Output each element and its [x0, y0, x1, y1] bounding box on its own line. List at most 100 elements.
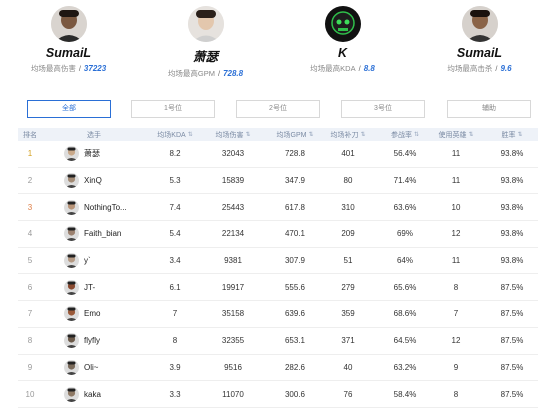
header-heroes-used[interactable]: 使用英雄 ⇅: [438, 131, 474, 139]
leader-card[interactable]: K 均场最高KDA/8.8: [274, 0, 411, 74]
tab-position-3[interactable]: 3号位: [341, 100, 425, 118]
kill-participation-cell: 63.2%: [393, 362, 417, 372]
player-cell[interactable]: flyfly: [64, 328, 144, 354]
heroes-used-cell: 12: [451, 229, 461, 239]
avatar: [461, 6, 498, 42]
player-cell[interactable]: kaka: [64, 381, 144, 407]
table-row[interactable]: 7 Emo 7 35158 639.6 359 68.6% 7 87.5%: [18, 301, 538, 328]
leader-card[interactable]: SumaiL 均场最高击杀/9.6: [411, 0, 548, 74]
player-cell[interactable]: y`: [64, 248, 144, 274]
tab-position-1[interactable]: 1号位: [131, 100, 215, 118]
damage-cell: 32355: [221, 336, 245, 346]
last-hits-cell: 51: [343, 256, 353, 266]
player-cell[interactable]: NothingTo...: [64, 194, 144, 220]
kda-cell: 3.4: [169, 256, 181, 266]
gpm-cell: 282.6: [284, 362, 306, 372]
header-last-hits[interactable]: 均场补刀 ⇅: [330, 131, 366, 139]
leader-card[interactable]: SumaiL 均场最高伤害/37223: [0, 0, 137, 74]
heroes-used-cell: 8: [453, 282, 459, 292]
table-row[interactable]: 2 XinQ 5.3 15839 347.9 80 71.4% 11 93.8%: [18, 168, 538, 195]
gpm-cell: 728.8: [284, 149, 306, 159]
leader-name: SumaiL: [45, 46, 92, 60]
player-photo-icon: [64, 306, 79, 322]
table-row[interactable]: 9 Oli~ 3.9 9516 282.6 40 63.2% 9 87.5%: [18, 355, 538, 382]
kill-participation-cell: 71.4%: [393, 176, 417, 186]
table-row[interactable]: 8 flyfly 8 32355 653.1 371 64.5% 12 87.5%: [18, 328, 538, 355]
leader-card[interactable]: 萧瑟 均场最高GPM/728.8: [137, 0, 274, 79]
rank-cell: 4: [27, 229, 33, 239]
avatar: [64, 279, 79, 295]
table-row[interactable]: 1 萧瑟 8.2 32043 728.8 401 56.4% 11 93.8%: [18, 141, 538, 168]
player-photo-icon: [64, 359, 79, 375]
table-row[interactable]: 3 NothingTo... 7.4 25443 617.8 310 63.6% 10 93.8…: [18, 194, 538, 222]
player-cell[interactable]: Faith_bian: [64, 221, 144, 247]
heroes-used-cell: 8: [453, 389, 459, 399]
winrate-cell: 87.5%: [500, 336, 524, 346]
player-cell[interactable]: 萧瑟: [64, 141, 144, 167]
kill-participation-cell: 58.4%: [393, 389, 417, 399]
avatar: [187, 6, 224, 42]
damage-cell: 32043: [221, 149, 245, 159]
player-name: Oli~: [84, 362, 99, 372]
sort-icon: ⇅: [517, 132, 523, 138]
gpm-cell: 653.1: [284, 336, 306, 346]
table-row[interactable]: 4 Faith_bian 5.4 22134 470.1 209 69% 12 93.8%: [18, 221, 538, 248]
damage-cell: 35158: [221, 309, 245, 319]
rank-cell: 8: [27, 336, 33, 346]
tab-position-2[interactable]: 2号位: [236, 100, 320, 118]
leader-stat: 均场最高KDA/8.8: [310, 64, 375, 73]
kill-participation-cell: 65.6%: [393, 282, 417, 292]
avatar: [64, 333, 79, 349]
avatar: [64, 359, 79, 375]
table-body: 1 萧瑟 8.2 32043 728.8 401 56.4% 11 93.8% 2 XinQ 5.3 1…: [18, 141, 538, 408]
gpm-cell: 300.6: [284, 389, 306, 399]
rank-cell: 2: [27, 176, 33, 186]
player-name: Emo: [84, 309, 101, 319]
sort-icon: ⇅: [360, 132, 366, 138]
tab-support[interactable]: 辅助: [447, 100, 531, 118]
winrate-cell: 93.8%: [500, 176, 524, 186]
last-hits-cell: 371: [341, 336, 355, 346]
table-row[interactable]: 6 JT- 6.1 19917 555.6 279 65.6% 8 87.5%: [18, 274, 538, 302]
table-row[interactable]: 5 y` 3.4 9381 307.9 51 64% 11 93.8%: [18, 248, 538, 275]
player-name: XinQ: [84, 176, 102, 186]
player-photo-icon: [64, 279, 79, 295]
player-name: NothingTo...: [84, 202, 127, 212]
avatar: [64, 199, 79, 215]
last-hits-cell: 279: [341, 282, 355, 292]
kill-participation-cell: 64%: [396, 256, 413, 266]
header-kill-participation[interactable]: 参战率 ⇅: [390, 131, 420, 139]
header-winrate[interactable]: 胜率 ⇅: [501, 131, 523, 139]
heroes-used-cell: 9: [453, 362, 459, 372]
header-kda[interactable]: 均场KDA ⇅: [157, 131, 193, 139]
header-damage[interactable]: 均场伤害 ⇅: [215, 131, 251, 139]
sort-icon: ⇅: [245, 132, 251, 138]
damage-cell: 11070: [222, 389, 244, 399]
sort-icon: ⇅: [187, 132, 193, 138]
last-hits-cell: 40: [343, 362, 353, 372]
kda-cell: 5.3: [169, 176, 181, 186]
winrate-cell: 93.8%: [500, 229, 524, 239]
avatar: [64, 306, 79, 322]
player-cell[interactable]: Oli~: [64, 355, 144, 381]
avatar: [64, 146, 79, 162]
damage-cell: 22134: [221, 229, 245, 239]
tab-all[interactable]: 全部: [27, 100, 111, 118]
winrate-cell: 87.5%: [500, 389, 524, 399]
kda-cell: 3.3: [169, 389, 181, 399]
player-stats-table: 排名 选手 均场KDA ⇅ 均场伤害 ⇅ 均场GPM ⇅ 均场补刀 ⇅ 参战率 ⇅ 使用英…: [18, 128, 538, 408]
player-photo-icon: [50, 6, 87, 42]
sort-icon: ⇅: [413, 132, 420, 138]
kda-cell: 8: [172, 336, 178, 346]
player-cell[interactable]: XinQ: [64, 168, 144, 194]
player-photo-icon: [64, 386, 79, 402]
player-photo-icon: [64, 226, 79, 242]
table-row[interactable]: 10 kaka 3.3 11070 300.6 76 58.4% 8 87.5%: [18, 381, 538, 408]
skull-logo-icon: [324, 6, 361, 42]
last-hits-cell: 359: [341, 309, 355, 319]
player-photo-icon: [187, 6, 224, 42]
header-gpm[interactable]: 均场GPM ⇅: [276, 131, 314, 139]
player-cell[interactable]: Emo: [64, 301, 144, 327]
player-cell[interactable]: JT-: [64, 274, 144, 300]
gpm-cell: 617.8: [284, 202, 306, 212]
